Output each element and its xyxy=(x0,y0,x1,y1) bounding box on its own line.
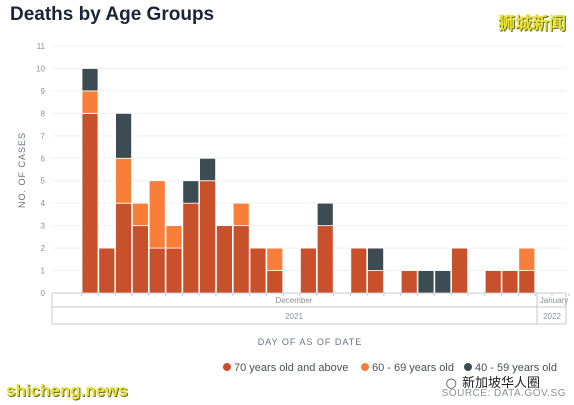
bar-segment-70plus[interactable] xyxy=(266,270,284,294)
bar-segment-70plus[interactable] xyxy=(115,202,132,294)
y-tick-label: 4 xyxy=(41,199,46,208)
bar-segment-70plus[interactable] xyxy=(501,270,519,294)
bar-segment-70plus[interactable] xyxy=(215,225,233,294)
bar-segment-70plus[interactable] xyxy=(199,180,217,294)
bar-segment-60-69[interactable] xyxy=(81,90,99,114)
bar-segment-70plus[interactable] xyxy=(484,270,502,294)
bar-segment-40-59[interactable] xyxy=(434,270,452,294)
bar-segment-70plus[interactable] xyxy=(148,247,166,294)
bar-segment-60-69[interactable] xyxy=(232,202,250,227)
bar-segment-70plus[interactable] xyxy=(518,270,536,294)
x-axis: December 2021 January 2022 DAY OF AS OF DATE xyxy=(51,292,570,347)
bar-segment-70plus[interactable] xyxy=(350,247,368,294)
x-axis-title: DAY OF AS OF DATE xyxy=(258,337,363,347)
watermark-top: 狮城新闻 xyxy=(498,14,566,34)
bar-segment-70plus[interactable] xyxy=(131,225,149,294)
bar-segment-70plus[interactable] xyxy=(451,247,469,294)
bar-segment-70plus[interactable] xyxy=(182,202,200,294)
x-month-label: December xyxy=(276,296,313,305)
chart-title: Deaths by Age Groups xyxy=(10,4,215,25)
y-tick-label: 1 xyxy=(41,267,46,276)
x-year-label: 2021 xyxy=(285,312,303,321)
legend-marker xyxy=(361,363,369,371)
bar-segment-70plus[interactable] xyxy=(98,247,116,294)
bars xyxy=(81,68,536,294)
bar-segment-60-69[interactable] xyxy=(266,247,284,271)
watermark-bottom: shicheng.news xyxy=(6,381,128,400)
legend: 70 years old and above 60 - 69 years old 4… xyxy=(223,362,557,374)
legend-label: 70 years old and above xyxy=(234,362,348,374)
bar-segment-70plus[interactable] xyxy=(81,112,99,294)
y-tick-label: 9 xyxy=(41,87,46,96)
bar-segment-40-59[interactable] xyxy=(316,202,334,227)
grid-lines xyxy=(52,45,566,294)
source-note: SOURCE: DATA.GOV.SG xyxy=(441,388,566,399)
bar-segment-40-59[interactable] xyxy=(115,112,132,159)
legend-label: 60 - 69 years old xyxy=(372,362,454,374)
legend-marker xyxy=(223,363,231,371)
watermark-wechat: ○ 新加坡华人圈 xyxy=(446,372,540,391)
bar-segment-70plus[interactable] xyxy=(316,225,334,294)
wechat-icon: ○ xyxy=(445,376,457,391)
y-tick-label: 8 xyxy=(41,109,46,118)
y-tick-label: 0 xyxy=(41,289,46,298)
legend-marker xyxy=(464,363,472,371)
bar-segment-60-69[interactable] xyxy=(131,202,149,227)
y-tick-label: 11 xyxy=(37,42,46,51)
bar-segment-70plus[interactable] xyxy=(232,225,250,294)
bar-segment-60-69[interactable] xyxy=(148,180,166,249)
bar-segment-60-69[interactable] xyxy=(165,225,183,249)
y-tick-label: 7 xyxy=(41,132,46,141)
bar-segment-40-59[interactable] xyxy=(182,180,200,204)
bar-segment-70plus[interactable] xyxy=(299,247,317,294)
bar-segment-60-69[interactable] xyxy=(518,247,536,271)
y-tick-label: 3 xyxy=(41,222,46,231)
bar-segment-40-59[interactable] xyxy=(81,68,99,92)
y-axis-title: NO. OF CASES xyxy=(17,132,27,208)
bar-segment-70plus[interactable] xyxy=(400,270,418,294)
y-axis-ticks: 0 1 2 3 4 5 6 7 8 9 10 11 NO. OF CASES xyxy=(17,42,46,298)
x-month-label: January xyxy=(540,296,568,305)
bar-segment-70plus[interactable] xyxy=(367,270,385,294)
y-tick-label: 6 xyxy=(41,154,46,163)
x-year-label: 2022 xyxy=(543,312,561,321)
bar-segment-70plus[interactable] xyxy=(165,247,183,294)
bar-segment-40-59[interactable] xyxy=(417,270,435,294)
y-tick-label: 5 xyxy=(41,177,46,186)
watermark-wechat-text: 新加坡华人圈 xyxy=(461,376,540,391)
legend-label: 40 - 59 years old xyxy=(475,362,557,374)
y-tick-label: 2 xyxy=(41,244,46,253)
bar-segment-70plus[interactable] xyxy=(249,247,267,294)
bar-segment-40-59[interactable] xyxy=(199,157,217,182)
bar-segment-40-59[interactable] xyxy=(367,247,385,271)
y-tick-label: 10 xyxy=(36,64,45,73)
bar-segment-60-69[interactable] xyxy=(115,157,132,204)
